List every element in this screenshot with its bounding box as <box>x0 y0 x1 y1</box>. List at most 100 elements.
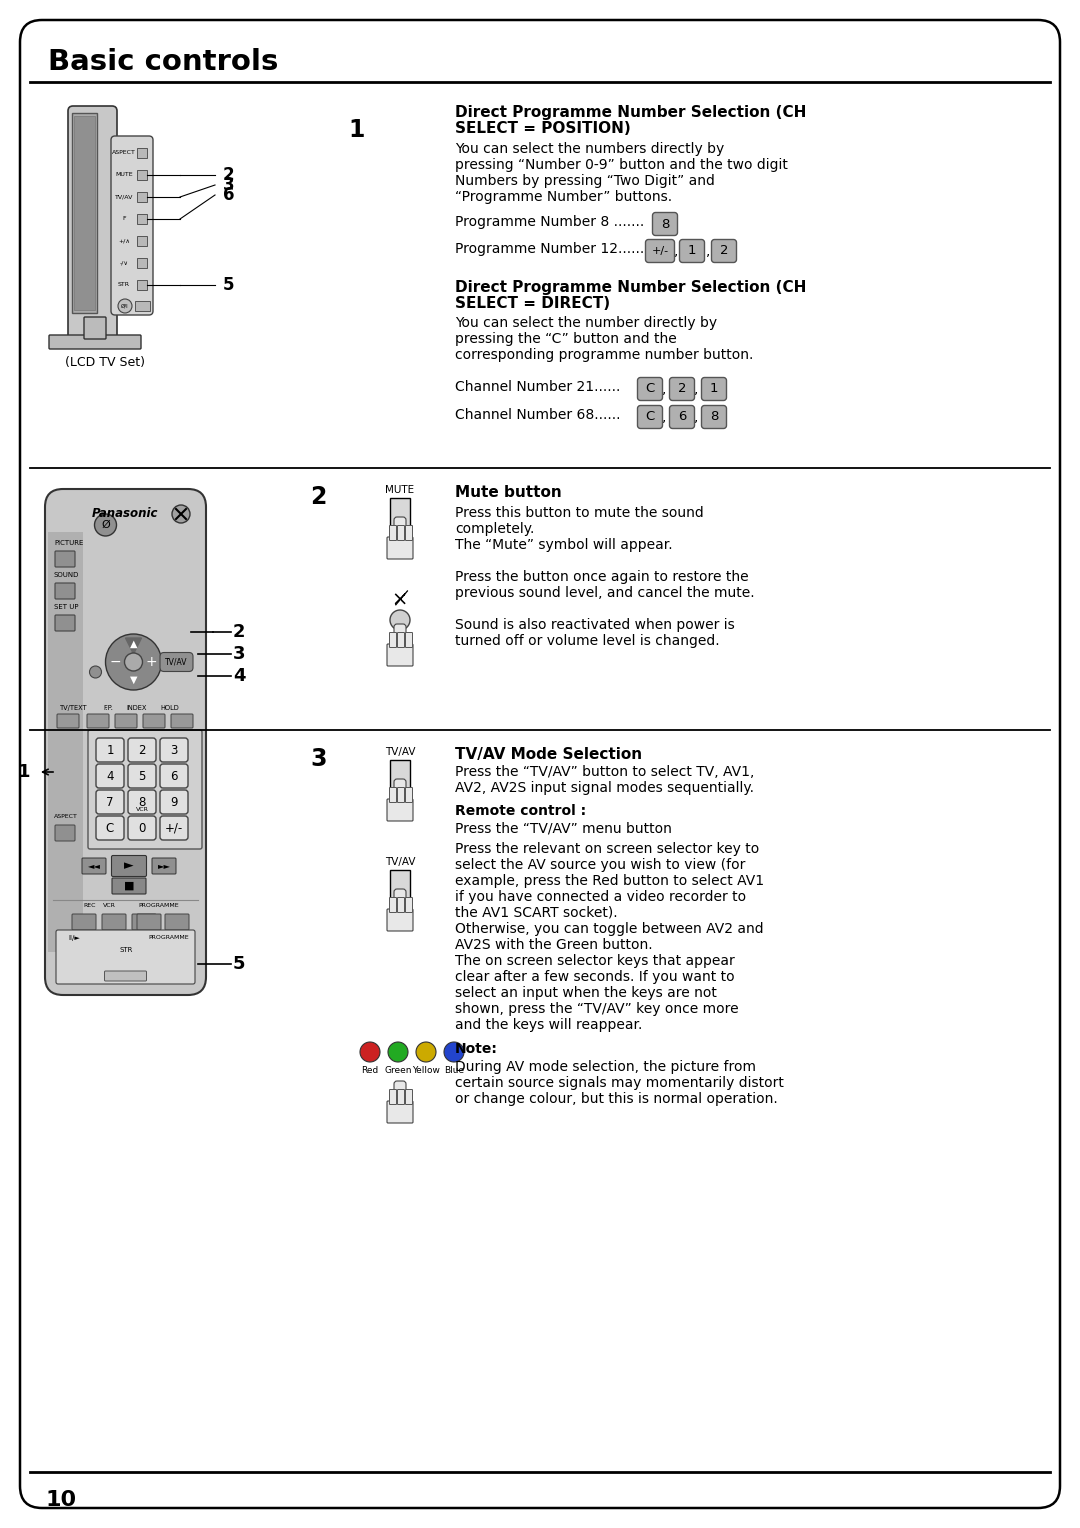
FancyBboxPatch shape <box>96 738 124 762</box>
Text: or change colour, but this is normal operation.: or change colour, but this is normal ope… <box>455 1093 778 1106</box>
Circle shape <box>118 299 132 313</box>
Text: Programme Number 12.......: Programme Number 12....... <box>455 241 649 257</box>
FancyBboxPatch shape <box>84 316 106 339</box>
FancyBboxPatch shape <box>68 105 117 341</box>
Text: the AV1 SCART socket).: the AV1 SCART socket). <box>455 906 618 920</box>
Text: corresponding programme number button.: corresponding programme number button. <box>455 348 754 362</box>
Bar <box>75 116 95 310</box>
Polygon shape <box>125 639 141 654</box>
FancyBboxPatch shape <box>105 970 147 981</box>
FancyBboxPatch shape <box>397 897 405 912</box>
Circle shape <box>172 504 190 523</box>
Text: ■: ■ <box>124 882 134 891</box>
Text: ,: , <box>662 382 666 396</box>
Text: 8: 8 <box>710 411 718 423</box>
Text: Blue: Blue <box>444 1067 464 1076</box>
Text: certain source signals may momentarily distort: certain source signals may momentarily d… <box>455 1076 784 1089</box>
Text: 1: 1 <box>688 244 697 258</box>
FancyBboxPatch shape <box>129 816 156 840</box>
FancyBboxPatch shape <box>405 526 413 541</box>
FancyBboxPatch shape <box>130 958 154 972</box>
Text: PICTURE: PICTURE <box>54 539 83 545</box>
FancyBboxPatch shape <box>387 799 413 821</box>
Text: ,: , <box>694 410 699 423</box>
Text: 9: 9 <box>171 796 178 808</box>
FancyBboxPatch shape <box>394 623 406 643</box>
Text: clear after a few seconds. If you want to: clear after a few seconds. If you want t… <box>455 970 734 984</box>
Text: 2: 2 <box>233 623 245 642</box>
Text: 3: 3 <box>233 645 245 663</box>
Text: AV2S with the Green button.: AV2S with the Green button. <box>455 938 652 952</box>
FancyBboxPatch shape <box>104 932 122 946</box>
Bar <box>137 258 147 267</box>
Text: ASPECT: ASPECT <box>54 814 78 819</box>
FancyBboxPatch shape <box>82 932 100 946</box>
Text: Ø/I: Ø/I <box>121 304 129 309</box>
Text: Panasonic: Panasonic <box>92 507 159 520</box>
Text: completely.: completely. <box>455 523 535 536</box>
FancyBboxPatch shape <box>137 914 161 931</box>
Text: Channel Number 21......: Channel Number 21...... <box>455 380 620 394</box>
Text: Programme Number 8 .......: Programme Number 8 ....... <box>455 215 645 229</box>
Text: Green: Green <box>384 1067 411 1076</box>
Text: C: C <box>646 411 654 423</box>
FancyBboxPatch shape <box>102 914 126 931</box>
FancyBboxPatch shape <box>160 790 188 814</box>
FancyBboxPatch shape <box>712 240 737 263</box>
Text: II/►: II/► <box>68 935 80 941</box>
Text: shown, press the “TV/AV” key once more: shown, press the “TV/AV” key once more <box>455 1002 739 1016</box>
Text: +/∧: +/∧ <box>118 238 130 243</box>
FancyBboxPatch shape <box>55 614 75 631</box>
Bar <box>137 280 147 290</box>
Text: F.P.: F.P. <box>103 704 113 711</box>
FancyBboxPatch shape <box>702 377 727 400</box>
FancyBboxPatch shape <box>152 932 170 946</box>
FancyBboxPatch shape <box>387 536 413 559</box>
Text: previous sound level, and cancel the mute.: previous sound level, and cancel the mut… <box>455 587 755 601</box>
Text: Press the “TV/AV” button to select TV, AV1,: Press the “TV/AV” button to select TV, A… <box>455 766 754 779</box>
Text: AV2, AV2S input signal modes sequentially.: AV2, AV2S input signal modes sequentiall… <box>455 781 754 795</box>
Text: Press the button once again to restore the: Press the button once again to restore t… <box>455 570 748 584</box>
Bar <box>390 759 410 788</box>
Text: 2: 2 <box>678 382 686 396</box>
Text: TV/TEXT: TV/TEXT <box>60 704 87 711</box>
FancyBboxPatch shape <box>96 790 124 814</box>
FancyBboxPatch shape <box>637 377 662 400</box>
Text: and the keys will reappear.: and the keys will reappear. <box>455 1018 643 1031</box>
FancyBboxPatch shape <box>390 526 396 541</box>
Text: 4: 4 <box>106 770 113 782</box>
Circle shape <box>106 634 162 691</box>
FancyBboxPatch shape <box>114 714 137 727</box>
Text: ►: ► <box>124 859 134 872</box>
Text: TV/AV: TV/AV <box>165 657 188 666</box>
Bar <box>137 193 147 202</box>
Circle shape <box>388 1042 408 1062</box>
FancyBboxPatch shape <box>55 825 75 840</box>
Circle shape <box>416 1042 436 1062</box>
FancyBboxPatch shape <box>160 764 188 788</box>
Bar <box>137 148 147 157</box>
Text: ASPECT: ASPECT <box>112 150 136 156</box>
Bar <box>137 170 147 180</box>
Bar <box>390 498 410 526</box>
Text: Press the relevant on screen selector key to: Press the relevant on screen selector ke… <box>455 842 759 856</box>
FancyBboxPatch shape <box>405 787 413 802</box>
Text: 6: 6 <box>171 770 178 782</box>
Text: TV/AV: TV/AV <box>114 194 133 200</box>
Text: 2: 2 <box>222 167 234 183</box>
Text: TV/AV: TV/AV <box>384 857 415 866</box>
Text: ,: , <box>694 382 699 396</box>
Text: ◄◄: ◄◄ <box>87 862 100 871</box>
FancyBboxPatch shape <box>387 643 413 666</box>
FancyBboxPatch shape <box>72 914 96 931</box>
Text: STR: STR <box>118 283 130 287</box>
Text: +/-: +/- <box>651 246 669 257</box>
FancyBboxPatch shape <box>111 856 147 877</box>
Text: Red: Red <box>362 1067 379 1076</box>
Text: 1: 1 <box>348 118 364 142</box>
Text: You can select the numbers directly by: You can select the numbers directly by <box>455 142 725 156</box>
Text: VCR: VCR <box>136 807 148 811</box>
Text: ►►: ►► <box>158 862 171 871</box>
FancyBboxPatch shape <box>670 405 694 428</box>
Text: 5: 5 <box>222 277 234 293</box>
